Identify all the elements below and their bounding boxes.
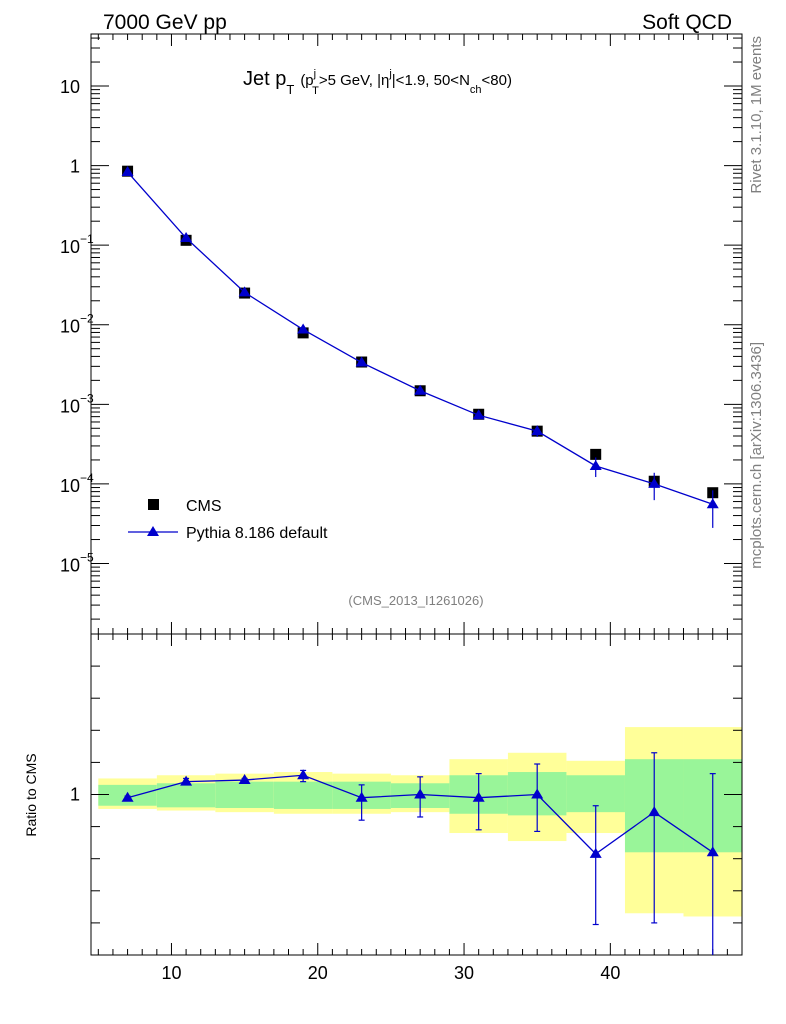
ratio-uncertainty-bands <box>98 727 742 917</box>
source-label: mcplots.cern.ch [arXiv:1306.3436] <box>748 342 765 569</box>
ratio-mc-point <box>238 774 251 785</box>
plot-title-eta-sup: j <box>388 68 391 80</box>
legend-mc-marker <box>147 526 159 536</box>
mc-point <box>355 356 368 367</box>
legend: CMS Pythia 8.186 default <box>128 498 328 542</box>
mc-point <box>589 459 602 470</box>
y-tick-label: 10 <box>60 396 80 416</box>
analysis-id: (CMS_2013_I1261026) <box>348 593 483 608</box>
plot-title-open: (p <box>300 72 313 89</box>
plot-title-cut1: >5 GeV, |η <box>319 72 389 89</box>
plot-title-nch-sub: ch <box>470 84 482 96</box>
header-left-title: 7000 GeV pp <box>103 11 227 34</box>
mc-point <box>121 166 134 177</box>
legend-mc-label: Pythia 8.186 default <box>186 525 328 542</box>
ratio-mc-point <box>472 791 485 802</box>
ratio-mc-point <box>706 846 719 857</box>
ratio-mc-point <box>355 791 368 802</box>
plot-title-main-sub: T <box>286 82 294 97</box>
mc-point <box>531 425 544 436</box>
ratio-ylabel: Ratio to CMS <box>23 753 39 836</box>
ratio-mc-point <box>414 788 427 799</box>
y-tick-label: 1 <box>70 157 80 177</box>
mc-point <box>648 477 661 488</box>
mc-point <box>180 231 193 242</box>
ratio-mc-point <box>297 769 310 780</box>
ratio-mc-point <box>648 806 661 817</box>
y-tick-label-exp: −5 <box>80 550 94 564</box>
y-tick-label-exp: −4 <box>80 471 94 485</box>
ratio-mc-point <box>589 847 602 858</box>
y-tick-label-exp: −1 <box>80 232 94 246</box>
band-inner-2 <box>215 781 274 808</box>
plot-title-close: <80) <box>482 72 512 89</box>
header-right-title: Soft QCD <box>642 11 732 34</box>
plot-title-pt-sub: T <box>312 85 319 97</box>
ratio-mc-point <box>121 791 134 802</box>
y-tick-label-exp: −3 <box>80 391 94 405</box>
y-tick-label: 10 <box>60 237 80 257</box>
mc-point <box>706 498 719 509</box>
ratio-mc-point <box>180 775 193 786</box>
plot-title: Jet pT(pj T>5 GeV, |ηj|<1.9, 50<Nch<80) <box>243 68 512 97</box>
mc-point <box>414 384 427 395</box>
cms-point <box>590 448 602 460</box>
mc-line <box>127 171 713 505</box>
plot-title-main: Jet p <box>243 68 286 90</box>
x-tick-label: 20 <box>308 963 328 983</box>
plot-title-pt-sup: j <box>313 68 316 80</box>
y-tick-label: 10 <box>60 476 80 496</box>
ratio-series <box>121 752 719 955</box>
rivet-label: Rivet 3.1.10, 1M events <box>748 36 765 194</box>
mc-point <box>472 409 485 420</box>
main-frame <box>90 33 743 635</box>
mc-point <box>297 323 310 334</box>
y-tick-label-exp: −2 <box>80 312 94 326</box>
x-tick-label: 30 <box>454 963 474 983</box>
legend-data-label: CMS <box>186 498 222 515</box>
plot-title-cut2: |<1.9, 50<N <box>392 72 470 89</box>
legend-data-marker <box>148 499 159 510</box>
ratio-y-tick-label: 1 <box>70 785 80 805</box>
main-series <box>121 165 719 528</box>
y-tick-label: 10 <box>60 555 80 575</box>
mc-point <box>238 286 251 297</box>
y-tick-label: 10 <box>60 317 80 337</box>
x-tick-label: 10 <box>161 963 181 983</box>
y-tick-label: 10 <box>60 77 80 97</box>
x-tick-label: 40 <box>600 963 620 983</box>
ratio-mc-point <box>531 788 544 799</box>
band-inner-3 <box>273 781 333 809</box>
